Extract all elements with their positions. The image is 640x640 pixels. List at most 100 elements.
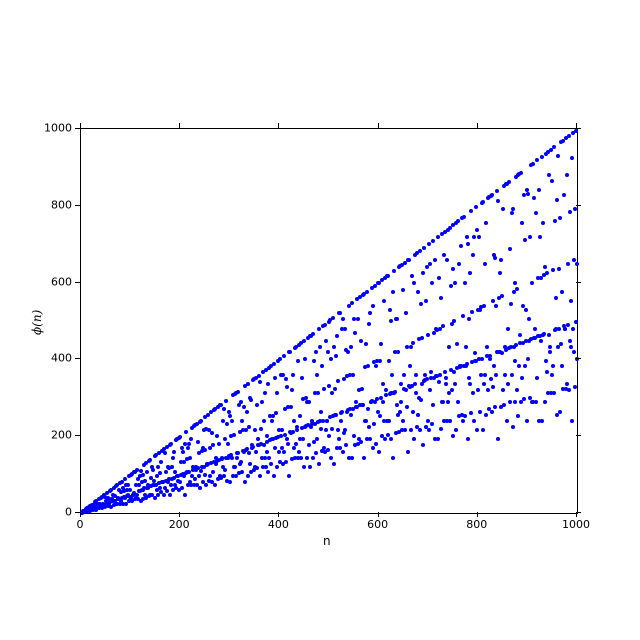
data-point xyxy=(262,419,266,423)
data-point xyxy=(395,403,399,407)
data-point xyxy=(475,228,479,232)
data-point xyxy=(427,242,431,246)
data-point xyxy=(465,235,469,239)
data-point xyxy=(492,364,496,368)
data-point xyxy=(414,391,418,395)
data-point xyxy=(211,443,215,447)
data-point xyxy=(423,373,427,377)
data-point xyxy=(573,385,577,389)
data-point xyxy=(289,405,293,409)
data-point xyxy=(516,414,520,418)
data-point xyxy=(235,456,239,460)
data-point xyxy=(452,370,456,374)
data-point xyxy=(482,304,486,308)
data-point xyxy=(225,422,229,426)
data-point xyxy=(572,258,576,262)
x-tick xyxy=(80,512,81,517)
data-point xyxy=(411,341,415,345)
data-point xyxy=(123,477,127,481)
data-point xyxy=(547,173,551,177)
data-point xyxy=(364,419,368,423)
data-point xyxy=(432,331,436,335)
data-point xyxy=(211,470,215,474)
data-point xyxy=(282,450,286,454)
data-point xyxy=(501,388,505,392)
data-point xyxy=(475,428,479,432)
data-point xyxy=(183,493,187,497)
data-point xyxy=(193,477,197,481)
data-point xyxy=(553,219,557,223)
data-point xyxy=(560,364,564,368)
plot-area xyxy=(80,128,578,514)
data-point xyxy=(444,382,448,386)
data-point xyxy=(456,219,460,223)
data-point xyxy=(508,400,512,404)
data-point xyxy=(359,339,363,343)
data-point xyxy=(562,193,566,197)
data-point xyxy=(418,428,422,432)
y-tick xyxy=(75,128,80,129)
data-point xyxy=(367,425,371,429)
data-point xyxy=(344,443,348,447)
data-point xyxy=(526,192,530,196)
data-point xyxy=(311,332,315,336)
x-tick xyxy=(278,512,279,517)
data-point xyxy=(567,134,571,138)
data-point xyxy=(349,345,353,349)
data-point xyxy=(224,399,228,403)
data-point xyxy=(374,442,378,446)
data-point xyxy=(325,419,329,423)
data-point xyxy=(575,262,579,266)
data-point xyxy=(486,388,490,392)
data-point xyxy=(329,456,333,460)
data-point xyxy=(483,373,487,377)
canvas: 02004006008001000 02004006008001000 n ϕ(… xyxy=(0,0,640,640)
data-point xyxy=(184,430,188,434)
data-point xyxy=(500,351,504,355)
data-point xyxy=(181,450,185,454)
data-point xyxy=(284,377,288,381)
data-point xyxy=(246,474,250,478)
data-point xyxy=(222,407,226,411)
y-tick xyxy=(75,435,80,436)
data-point xyxy=(569,299,573,303)
data-point xyxy=(242,405,246,409)
data-point xyxy=(443,370,447,374)
data-point xyxy=(228,480,232,484)
data-point xyxy=(495,189,499,193)
data-point xyxy=(498,271,502,275)
data-point xyxy=(236,451,240,455)
data-point xyxy=(319,410,323,414)
data-point xyxy=(517,364,521,368)
data-point xyxy=(539,339,543,343)
data-point xyxy=(441,324,445,328)
data-point xyxy=(574,129,578,133)
data-point xyxy=(472,235,476,239)
data-point xyxy=(240,419,244,423)
data-point xyxy=(387,419,391,423)
data-point xyxy=(474,205,478,209)
data-point xyxy=(390,373,394,377)
data-point xyxy=(283,433,287,437)
data-point xyxy=(315,437,319,441)
y-axis-label: ϕ(n) xyxy=(30,310,44,335)
data-point xyxy=(421,271,425,275)
data-point xyxy=(543,400,547,404)
data-point xyxy=(340,410,344,414)
data-point xyxy=(467,376,471,380)
data-point xyxy=(409,428,413,432)
data-point xyxy=(148,458,152,462)
data-point xyxy=(535,158,539,162)
data-point xyxy=(448,419,452,423)
data-point xyxy=(137,483,141,487)
data-point xyxy=(299,456,303,460)
data-point xyxy=(246,382,250,386)
data-point xyxy=(520,376,524,380)
data-point xyxy=(429,370,433,374)
data-point xyxy=(548,350,552,354)
data-point xyxy=(383,437,387,441)
data-point xyxy=(567,388,571,392)
data-point xyxy=(444,376,448,380)
data-point xyxy=(379,342,383,346)
x-tick-top xyxy=(80,123,81,128)
